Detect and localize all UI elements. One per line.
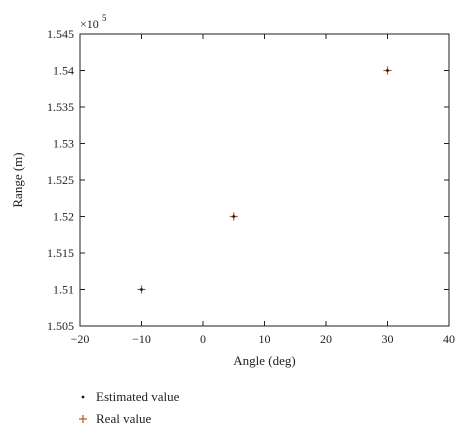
estimated-point [386, 69, 389, 72]
x-axis-label: Angle (deg) [233, 353, 295, 368]
x-tick-label: 40 [443, 332, 455, 346]
y-multiplier-base: ×10 [80, 17, 99, 31]
legend-marker-glyph [81, 395, 85, 399]
y-multiplier-exponent: 5 [102, 13, 107, 23]
y-axis-label: Range (m) [10, 152, 25, 207]
data-points [137, 66, 392, 294]
x-tick-label: 0 [200, 332, 206, 346]
y-tick-label: 1.545 [47, 27, 74, 41]
legend-marker-glyph [79, 415, 87, 423]
legend-label-real: Real value [96, 411, 151, 426]
y-tick-label: 1.53 [53, 137, 74, 151]
x-tick-label: −20 [71, 332, 90, 346]
legend-marker-estimated [81, 395, 85, 399]
y-tick-label: 1.525 [47, 173, 74, 187]
y-tick-label: 1.54 [53, 64, 74, 78]
x-tick-label: 10 [259, 332, 271, 346]
legend: Estimated value Real value [79, 389, 180, 426]
y-tick-label: 1.51 [53, 283, 74, 297]
legend-marker-real [79, 415, 87, 423]
estimated-point [140, 288, 143, 291]
x-tick-label: −10 [132, 332, 151, 346]
y-tick-label: 1.505 [47, 319, 74, 333]
y-tick-label: 1.515 [47, 246, 74, 260]
x-axis-ticks: −20 −10 0 10 20 30 40 [71, 34, 455, 346]
x-tick-label: 20 [320, 332, 332, 346]
y-axis-multiplier: ×10 5 [80, 13, 107, 31]
estimated-point [232, 215, 236, 218]
y-axis-ticks: 1.505 1.51 1.515 1.52 1.525 1.53 1.535 1.54 1.54… [47, 27, 449, 333]
y-tick-label: 1.52 [53, 210, 74, 224]
y-tick-label: 1.535 [47, 100, 74, 114]
plot-area-frame [79, 33, 450, 327]
x-tick-label: 30 [382, 332, 394, 346]
legend-label-estimated: Estimated value [96, 389, 180, 404]
